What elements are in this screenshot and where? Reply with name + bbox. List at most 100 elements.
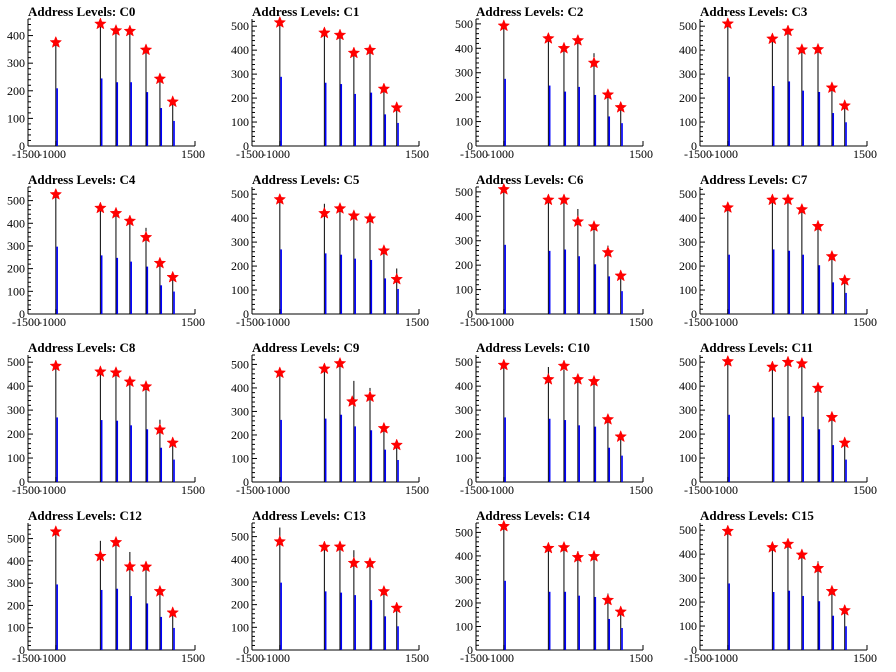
peak-marker-star: [601, 245, 615, 258]
peak-marker-star: [721, 354, 735, 367]
histogram-bar: [845, 459, 847, 482]
histogram-bar: [621, 455, 623, 482]
peak-marker-star: [781, 537, 795, 550]
peak-marker-star: [153, 423, 167, 436]
y-tick-label: 400: [231, 43, 249, 57]
peak-marker-star: [363, 390, 377, 403]
peak-marker-star: [390, 101, 404, 114]
peak-marker-star: [333, 540, 347, 553]
histogram-bar: [160, 616, 163, 650]
y-tick-label: 0: [691, 307, 697, 321]
peak-marker-star: [766, 540, 779, 553]
peak-marker-star: [273, 15, 287, 28]
peak-marker-star: [825, 410, 839, 423]
x-tick-label: -1000: [486, 483, 514, 497]
peak-marker-star: [377, 584, 391, 597]
y-tick-label: 100: [231, 283, 249, 297]
y-tick-label: 500: [231, 187, 249, 201]
histogram-bar: [818, 601, 821, 650]
peak-marker-star: [825, 249, 839, 262]
y-tick-label: 300: [679, 571, 697, 585]
y-tick-label: 300: [455, 403, 473, 417]
y-tick-label: 400: [231, 552, 249, 566]
y-tick-label: 200: [455, 596, 473, 610]
y-tick-label: 200: [231, 598, 249, 612]
peak-marker-star: [601, 412, 615, 425]
x-tick-label: -1500: [460, 483, 488, 497]
x-tick-label: -1000: [262, 147, 290, 161]
y-tick-label: 100: [7, 451, 25, 465]
histogram-bar: [845, 626, 847, 650]
peak-marker-star: [766, 360, 779, 373]
peak-marker-star: [497, 519, 511, 532]
histogram-bar: [280, 419, 282, 482]
x-tick-label: -1000: [38, 147, 66, 161]
histogram-bar: [324, 82, 327, 146]
peak-marker-star: [318, 362, 331, 375]
y-tick-label: 200: [455, 90, 473, 104]
peak-marker-star: [587, 56, 601, 69]
y-tick-label: 400: [455, 41, 473, 55]
x-tick-label: -1000: [262, 651, 290, 665]
x-tick-label: 1500: [181, 483, 205, 497]
peak-marker-star: [795, 43, 809, 56]
y-tick-label: 400: [7, 29, 25, 43]
peak-marker-star: [347, 46, 361, 59]
peak-marker-star: [795, 202, 809, 215]
y-tick-label: 500: [679, 355, 697, 369]
peak-marker-star: [825, 81, 839, 94]
y-tick-label: 500: [679, 19, 697, 33]
y-tick-label: 500: [231, 530, 249, 544]
x-tick-label: 1500: [181, 147, 205, 161]
y-tick-label: 400: [679, 43, 697, 57]
peak-marker-star: [273, 534, 287, 548]
peak-marker-star: [166, 436, 180, 449]
histogram-panel: 0 100 200 300 400 500 -1500 -1000 1500 Address Le…: [0, 336, 224, 504]
x-tick-label: -1500: [12, 315, 40, 329]
histogram-bar: [608, 276, 611, 314]
x-tick-label: -1500: [684, 147, 712, 161]
histogram-bar: [818, 265, 821, 314]
peak-marker-star: [49, 35, 63, 48]
histogram-bar: [832, 445, 835, 482]
histogram-panel: 0 100 200 300 400 500 -1500 -1000 1500 Address Le…: [224, 336, 448, 504]
peak-marker-star: [139, 230, 153, 243]
peak-marker-star: [94, 17, 107, 30]
peak-marker-star: [333, 28, 347, 41]
x-tick-label: -1500: [12, 483, 40, 497]
histogram-bar: [802, 595, 804, 650]
y-tick-label: 500: [231, 357, 249, 371]
y-tick-label: 500: [7, 194, 25, 208]
x-tick-label: -1500: [12, 147, 40, 161]
histogram-bar: [832, 113, 835, 146]
histogram-bar: [504, 580, 506, 650]
histogram-plot: 0 100 200 300 400 500 -1500-1000 1500: [455, 355, 653, 497]
y-tick-label: 0: [467, 139, 473, 153]
histogram-bar: [146, 429, 149, 482]
histogram-bar: [802, 254, 804, 314]
peak-marker-star: [49, 359, 63, 372]
y-tick-label: 0: [19, 643, 25, 657]
x-tick-label: -1000: [710, 651, 738, 665]
histogram-bar: [788, 250, 791, 314]
y-tick-label: 300: [231, 235, 249, 249]
peak-marker-star: [571, 215, 585, 228]
y-tick-label: 500: [7, 532, 25, 546]
histogram-bar: [548, 85, 551, 146]
peak-marker-star: [318, 540, 331, 553]
peak-marker-star: [838, 436, 852, 449]
histogram-bar: [564, 591, 567, 650]
histogram-bar: [594, 426, 597, 482]
peak-marker-star: [123, 560, 137, 573]
histogram-bar: [173, 627, 175, 650]
peak-marker-star: [139, 560, 153, 573]
x-tick-label: 1500: [853, 315, 877, 329]
y-tick-label: 300: [679, 235, 697, 249]
y-tick-label: 200: [7, 427, 25, 441]
y-tick-label: 400: [231, 211, 249, 225]
y-tick-label: 200: [679, 427, 697, 441]
y-tick-label: 0: [243, 475, 249, 489]
y-tick-label: 100: [679, 283, 697, 297]
y-tick-label: 400: [455, 209, 473, 223]
